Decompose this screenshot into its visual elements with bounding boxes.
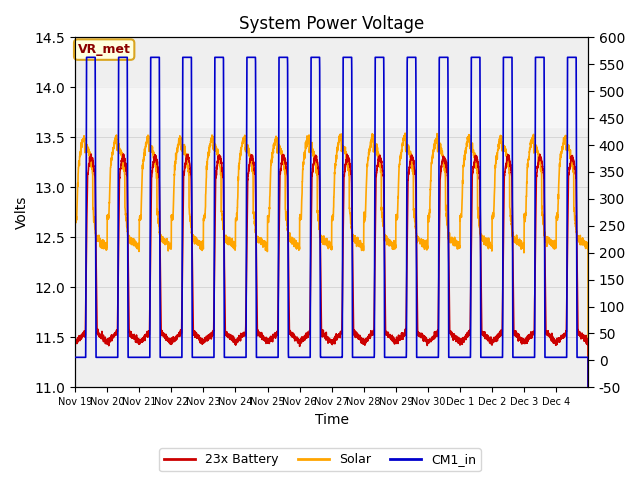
Text: VR_met: VR_met: [77, 43, 131, 56]
Bar: [75, 87, 588, 127]
Legend: 23x Battery, Solar, CM1_in: 23x Battery, Solar, CM1_in: [159, 448, 481, 471]
Y-axis label: Volts: Volts: [15, 196, 29, 229]
Title: System Power Voltage: System Power Voltage: [239, 15, 424, 33]
X-axis label: Time: Time: [315, 413, 349, 427]
